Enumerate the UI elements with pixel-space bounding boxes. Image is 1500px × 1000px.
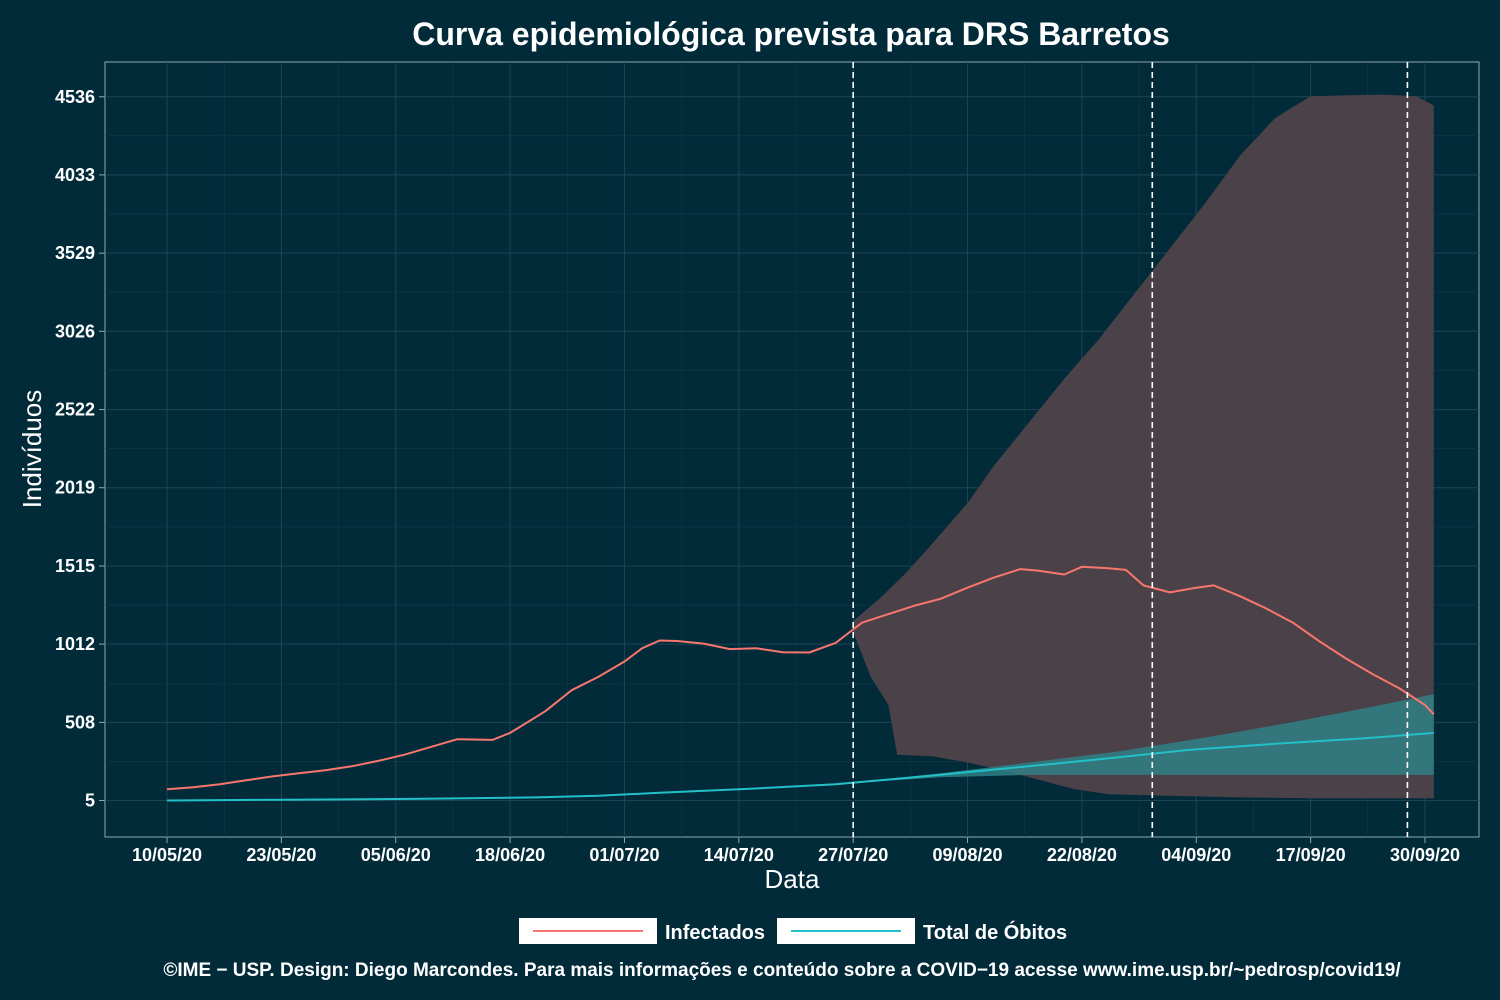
band-obitos (853, 694, 1434, 783)
x-tick-label: 18/06/20 (475, 845, 545, 865)
line-obitos (166, 731, 1434, 802)
y-axis-ticks: 5 508 1012 1515 2019 2522 3026 3529 4033 4536 (55, 87, 105, 811)
band-infectados (853, 94, 1434, 799)
y-tick-label: 3529 (55, 243, 95, 263)
x-tick-label: 27/07/20 (818, 845, 888, 865)
y-tick-label: 4033 (55, 165, 95, 185)
footer-credit: ©IME − USP. Design: Diego Marcondes. Par… (163, 960, 1401, 981)
x-axis-ticks: 10/05/20 23/05/20 05/06/20 18/06/20 01/07/20… (132, 837, 1460, 865)
x-tick-label: 17/09/20 (1276, 845, 1346, 865)
y-tick-label: 1012 (55, 634, 95, 654)
legend-label-obitos: Total de Óbitos (923, 920, 1067, 944)
y-tick-label: 1515 (55, 556, 95, 576)
y-tick-label: 2019 (55, 478, 95, 498)
chart-title: Curva epidemiológica prevista para DRS B… (412, 16, 1170, 52)
y-axis-title: Indivíduos (17, 390, 47, 509)
x-tick-label: 01/07/20 (589, 845, 659, 865)
x-tick-label: 30/09/20 (1390, 845, 1460, 865)
y-tick-label: 5 (85, 791, 95, 811)
legend: Infectados Total de Óbitos (519, 918, 1067, 944)
x-axis-title: Data (765, 864, 820, 894)
x-tick-label: 14/07/20 (704, 845, 774, 865)
series-lines (166, 565, 1435, 802)
y-tick-label: 4536 (55, 87, 95, 107)
plot-border (104, 61, 1480, 838)
vertical-markers (852, 62, 1409, 837)
x-tick-label: 23/05/20 (246, 845, 316, 865)
line-infectados (166, 565, 1435, 791)
x-tick-label: 09/08/20 (933, 845, 1003, 865)
x-tick-label: 10/05/20 (132, 845, 202, 865)
plot-panel (104, 61, 1480, 838)
y-tick-label: 508 (65, 712, 95, 732)
y-tick-label: 2522 (55, 400, 95, 420)
y-tick-label: 3026 (55, 321, 95, 341)
x-tick-label: 05/06/20 (361, 845, 431, 865)
confidence-bands (853, 94, 1434, 799)
legend-label-infectados: Infectados (665, 922, 765, 944)
x-tick-label: 22/08/20 (1047, 845, 1117, 865)
x-tick-label: 04/09/20 (1161, 845, 1231, 865)
